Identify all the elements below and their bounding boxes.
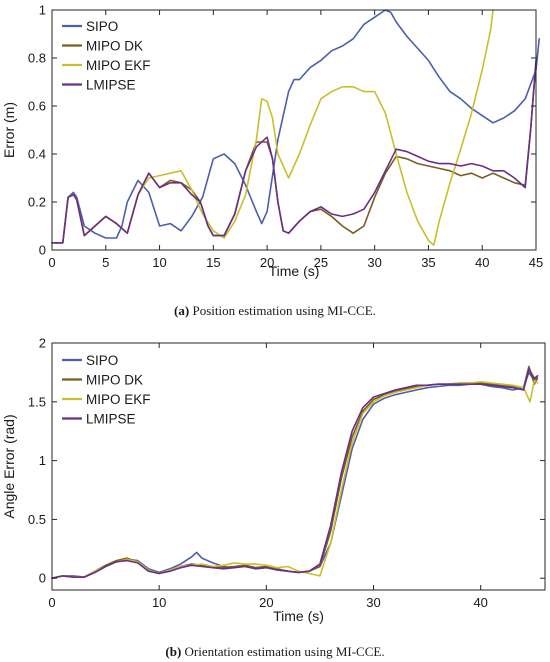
- x-tick-label: 15: [206, 255, 220, 270]
- plot-frame: [51, 342, 546, 591]
- series-line-lmipse: [51, 59, 537, 244]
- legend-entry: MIPO EKF: [86, 392, 151, 407]
- y-axis-label: Angle Error (rad): [1, 414, 17, 518]
- y-tick-label: 0.2: [28, 195, 46, 210]
- y-axis-label: Error (m): [1, 102, 17, 158]
- orientation-error-chart: 0 10 20 30 40 0 0.5 1 1.5 2 Time (s) Angle Error (r…: [1, 336, 546, 659]
- caption-text: Orientation estimation using MI-CCE.: [181, 644, 384, 659]
- y-tick-label: 0.4: [28, 147, 46, 162]
- x-tick-label: 10: [152, 255, 166, 270]
- x-axis-label: Time (s): [269, 263, 320, 279]
- x-tick-label: 5: [102, 255, 109, 270]
- figure-caption: (b) Orientation estimation using MI-CCE.: [165, 644, 384, 659]
- legend-entry: MIPO DK: [86, 39, 143, 54]
- x-tick-label: 0: [48, 595, 55, 610]
- caption-label: (b): [165, 644, 181, 659]
- x-tick-label: 20: [260, 255, 274, 270]
- y-tick-label: 0.6: [28, 99, 46, 114]
- series-line-mipo-ekf: [51, 379, 539, 579]
- y-tick-label: 0.5: [28, 512, 46, 527]
- caption-label: (a): [174, 303, 189, 318]
- y-tick-label: 1.5: [28, 394, 46, 409]
- x-tick-label: 20: [259, 595, 273, 610]
- legend-entry: MIPO DK: [86, 373, 143, 388]
- y-tick-label: 1: [39, 453, 46, 468]
- x-tick-label: 25: [314, 255, 328, 270]
- caption-text: Position estimation using MI-CCE.: [189, 303, 376, 318]
- series-line-sipo: [51, 9, 540, 244]
- x-tick-label: 35: [421, 255, 435, 270]
- figure-caption: (a) Position estimation using MI-CCE.: [174, 303, 376, 318]
- legend-entry: SIPO: [86, 353, 118, 368]
- legend-entry: SIPO: [86, 19, 118, 34]
- y-tick-label: 0.8: [28, 51, 46, 66]
- x-axis-label: Time (s): [273, 608, 324, 624]
- legend: SIPO MIPO DK MIPO EKF LMIPSE: [62, 353, 151, 427]
- plot-frame: [51, 9, 537, 251]
- y-tick-label: 0: [39, 571, 46, 586]
- x-tick-label: 40: [475, 255, 489, 270]
- x-tick-label: 45: [529, 255, 543, 270]
- series-line-lmipse: [51, 368, 539, 579]
- x-tick-label: 0: [48, 255, 55, 270]
- y-tick-label: 1: [39, 3, 46, 18]
- x-tick-label: 10: [152, 595, 166, 610]
- y-tick-label: 2: [39, 336, 46, 351]
- position-error-chart: 0 5 10 15 20 25 30 35 40 45 0 0.2 0.4 0.6 0.8 1 Time (s)…: [1, 3, 543, 319]
- legend-entry: LMIPSE: [86, 412, 136, 427]
- y-tick-label: 0: [39, 243, 46, 258]
- x-tick-label: 30: [367, 255, 381, 270]
- x-tick-label: 40: [473, 595, 487, 610]
- x-tick-label: 30: [366, 595, 380, 610]
- legend-entry: LMIPSE: [86, 78, 136, 93]
- legend: SIPO MIPO DK MIPO EKF LMIPSE: [62, 19, 151, 93]
- legend-entry: MIPO EKF: [86, 58, 151, 73]
